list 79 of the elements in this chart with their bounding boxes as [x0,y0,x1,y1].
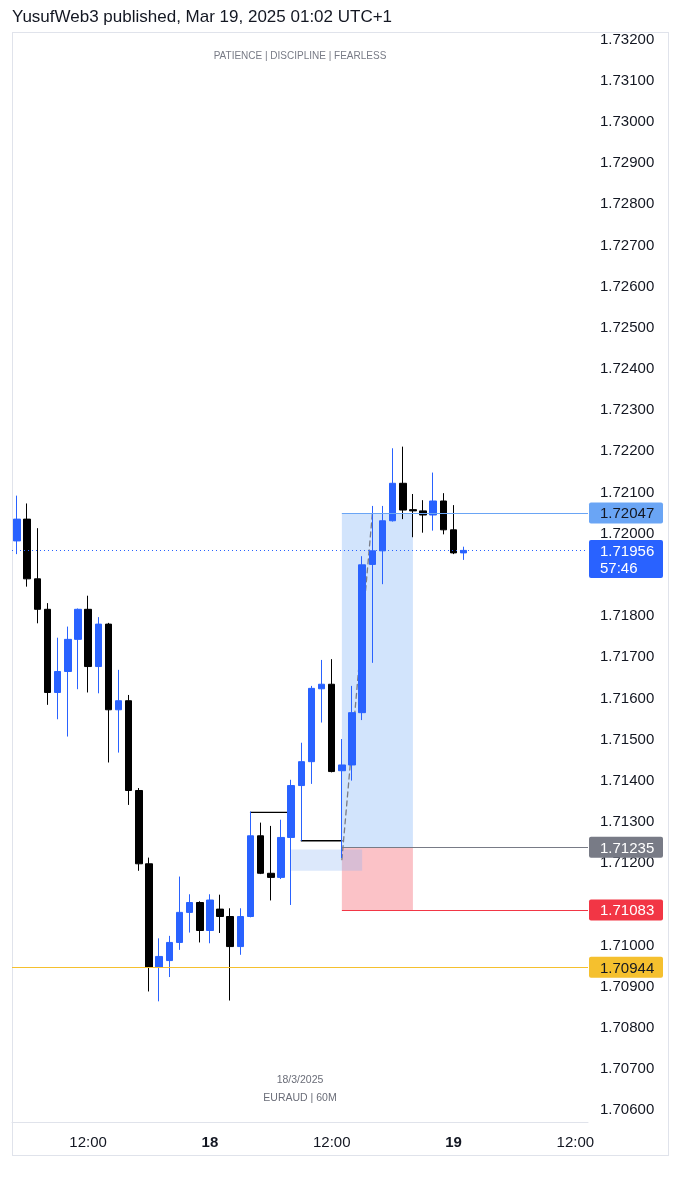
candlestick [267,825,275,901]
y-tick-label: 1.72200 [600,441,655,459]
candlestick [176,876,183,951]
y-tick-label: 1.71700 [600,647,655,665]
ref-line-label: 1.71083 [600,901,655,919]
candlestick [389,447,396,523]
candlestick [186,893,193,934]
y-tick-label: 1.70800 [600,1017,655,1035]
x-tick-label: 12:00 [69,1133,107,1150]
candlestick [308,685,315,785]
candlestick [84,595,92,693]
candlestick [216,894,224,934]
annotation: 18/3/2025 [276,1072,324,1085]
candlestick [247,811,254,918]
candlestick [450,504,457,555]
ref-line-label: 1.71956 57:46 [600,541,655,576]
candlestick [95,616,102,694]
annotation: EURAUD | 60M [263,1090,337,1103]
y-tick-label: 1.72800 [600,194,655,212]
candlestick [409,493,417,538]
y-tick-label: 1.72000 [600,523,655,541]
x-tick-label: 12:00 [312,1133,351,1150]
y-tick-label: 1.72300 [600,400,655,418]
y-tick-label: 1.71300 [600,812,655,830]
candlestick [206,893,214,944]
candlestick [64,626,72,738]
candlestick [277,819,285,880]
ref-line-label: 1.72047 [600,504,655,522]
candlestick [348,685,356,782]
candlestick [318,659,325,724]
y-tick-label: 1.72700 [600,235,655,253]
y-tick-label: 1.73200 [600,29,655,47]
candlestick [105,622,112,763]
x-tick-label: 12:00 [556,1133,595,1150]
y-tick-label: 1.72600 [600,276,655,294]
y-tick-label: 1.72100 [600,482,655,500]
candlestick [54,637,61,720]
candlestick [23,502,31,588]
x-tick-label: 19 [445,1133,462,1150]
y-tick-label: 1.71000 [600,935,655,953]
y-tick-label: 1.70700 [600,1059,655,1077]
candlestick [226,907,234,1002]
candlestick [298,742,305,842]
candlestick [399,446,407,520]
candlestick [74,607,82,690]
candlestick [358,555,366,721]
y-tick-label: 1.71600 [600,688,655,706]
y-tick-label: 1.71400 [600,770,655,788]
ref-line-label: 1.71235 [600,838,655,856]
y-tick-label: 1.72400 [600,359,655,377]
candlestick [34,527,41,624]
candlestick [196,900,204,943]
candlestick [145,857,153,992]
candlestick [135,787,143,872]
candlestick [115,669,122,754]
y-tick-label: 1.73100 [600,70,655,88]
y-tick-label: 1.71800 [600,606,655,624]
candlestick [328,658,335,773]
y-tick-label: 1.70600 [600,1100,655,1118]
y-tick-label: 1.70900 [600,976,655,994]
y-tick-label: 1.73000 [600,111,655,129]
x-tick-label: 18 [201,1133,219,1150]
y-tick-label: 1.71500 [600,729,655,747]
candlestick [155,937,163,1002]
candlestick [338,738,346,859]
candlestick [166,935,173,978]
text: PATIENCE | DISCIPLINE | FEARLESS [213,49,387,61]
y-tick-label: 1.72900 [600,153,655,171]
candlestick [125,694,132,806]
chart-title: YusufWeb3 published, Mar 19, 2025 01:02 UTC+1 [12,7,393,26]
y-tick-label: 1.72500 [600,317,655,335]
candlestick [287,779,295,906]
candlestick [257,822,264,875]
candlestick [237,907,244,956]
candlestick [440,492,447,535]
candlestick [44,602,51,706]
candlestick [429,472,437,532]
ref-line-label: 1.70944 [600,958,655,976]
y-tick-label: 1.71200 [600,853,655,871]
